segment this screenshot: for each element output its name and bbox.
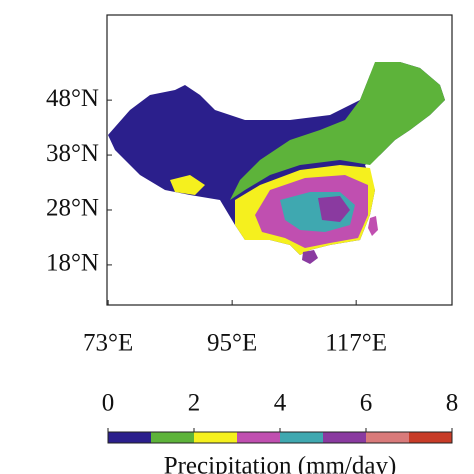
region-yellow-west xyxy=(170,175,205,195)
colorbar-segment xyxy=(108,432,151,443)
colorbar: 0 2 4 6 8 xyxy=(102,390,459,444)
axes: 48°N 38°N 28°N 18°N 73°E 95°E 117°E xyxy=(46,85,387,357)
hainan xyxy=(302,250,318,264)
colorbar-segment xyxy=(151,432,194,443)
colorbar-label: Precipitation (mm/day) xyxy=(164,453,397,474)
colorbar-tick-label: 4 xyxy=(274,390,287,417)
colorbar-tick-label: 6 xyxy=(360,390,373,417)
y-tick-label: 18°N xyxy=(46,250,99,277)
taiwan xyxy=(368,216,378,236)
x-tick-label: 73°E xyxy=(83,330,133,357)
y-tick-label: 48°N xyxy=(46,85,99,112)
colorbar-segment xyxy=(366,432,409,443)
x-tick-label: 117°E xyxy=(325,330,387,357)
x-tick-label: 95°E xyxy=(207,330,257,357)
region-green xyxy=(230,62,445,200)
y-tick-label: 28°N xyxy=(46,195,99,222)
colorbar-segment xyxy=(280,432,323,443)
colorbar-tick-label: 0 xyxy=(102,390,115,417)
colorbar-tick-label: 2 xyxy=(188,390,201,417)
colorbar-segment xyxy=(237,432,280,443)
region-violet xyxy=(318,196,350,222)
colorbar-segment xyxy=(323,432,366,443)
colorbar-segment xyxy=(194,432,237,443)
colorbar-segment xyxy=(409,432,452,443)
map-regions xyxy=(108,62,445,264)
y-tick-label: 38°N xyxy=(46,140,99,167)
colorbar-tick-label: 8 xyxy=(446,390,459,417)
